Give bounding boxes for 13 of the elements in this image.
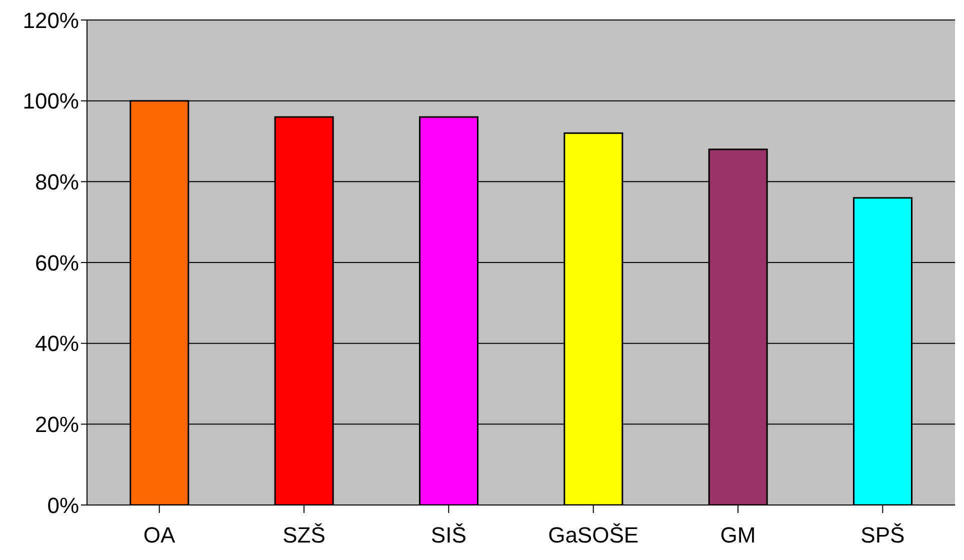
x-tick-label: GM <box>720 522 756 548</box>
y-tick-label: 80% <box>34 169 79 194</box>
y-tick-label: 40% <box>34 331 79 356</box>
x-tick-label: GaSOŠE <box>548 522 639 548</box>
x-tick-label: SIŠ <box>430 522 466 548</box>
y-tick-label: 120% <box>22 8 79 33</box>
x-tick-label: SZŠ <box>282 522 326 548</box>
y-tick-label: 100% <box>22 88 79 114</box>
y-tick-label: 60% <box>34 250 79 276</box>
x-tick-label: OA <box>143 522 176 548</box>
x-tick-label: SPŠ <box>860 522 905 548</box>
y-tick-label: 0% <box>47 492 79 518</box>
y-tick-label: 20% <box>34 412 79 437</box>
